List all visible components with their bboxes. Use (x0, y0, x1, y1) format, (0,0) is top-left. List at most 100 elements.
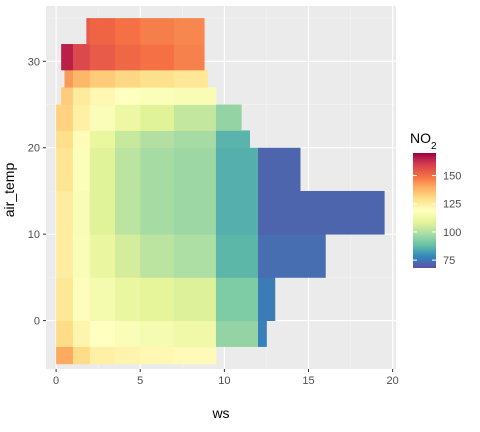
heatmap-cell (140, 320, 175, 347)
heatmap-cell (86, 18, 91, 45)
heatmap-cell (56, 147, 74, 192)
heatmap-cell (114, 320, 141, 347)
heatmap-cell (89, 234, 116, 278)
heatmap-cell (140, 147, 175, 192)
heatmap-cell (173, 130, 217, 149)
heatmap-cell (140, 130, 175, 149)
x-tick-label: 15 (302, 375, 314, 387)
legend-tick-label: 100 (443, 227, 461, 239)
heatmap-cell (72, 147, 91, 192)
heatmap-cell (72, 69, 91, 88)
heatmap-cell (89, 147, 116, 192)
heatmap-cell (173, 18, 205, 45)
heatmap-cell (72, 87, 91, 105)
heatmap-cell (258, 234, 326, 278)
heatmap-cell (114, 87, 141, 105)
heatmap-cell (72, 104, 91, 131)
heatmap-cell (215, 147, 259, 192)
legend-title: NO2 (410, 130, 437, 152)
heatmap-cell (140, 18, 175, 45)
legend-tick-label: 75 (443, 255, 455, 267)
heatmap-cell (114, 18, 141, 45)
heatmap-cell (56, 190, 74, 235)
y-tick-label: 10 (28, 229, 40, 241)
heatmap-cell (140, 69, 175, 88)
heatmap-cell (72, 190, 91, 235)
y-axis: 0 10 20 30 (28, 56, 46, 328)
y-tick-label: 30 (28, 56, 40, 68)
heatmap-cell (56, 234, 74, 278)
heatmap-cell (114, 69, 141, 88)
heatmap-cell (89, 130, 116, 149)
x-axis-title: ws (211, 405, 229, 421)
heatmap-cell (89, 346, 116, 365)
heatmap-cell (140, 277, 175, 321)
y-axis-title: air_temp (1, 163, 17, 218)
heatmap-cell (89, 277, 116, 321)
heatmap-cell (72, 277, 91, 321)
heatmap-cell (114, 130, 141, 149)
heatmap-cell (56, 277, 74, 321)
heatmap-cell (72, 44, 91, 71)
legend-title-main: NO (410, 130, 431, 146)
heatmap-cell (173, 190, 217, 235)
y-tick-label: 0 (34, 316, 40, 328)
heatmap-surface (56, 18, 385, 365)
heatmap-cell (140, 234, 175, 278)
heatmap-cell (173, 277, 217, 321)
heatmap-cell (258, 147, 301, 192)
x-tick-label: 20 (387, 375, 399, 387)
heatmap-cell (173, 320, 217, 347)
legend-tick-label: 125 (443, 199, 461, 211)
heatmap-cell (114, 190, 141, 235)
heatmap-cell (215, 320, 259, 347)
x-axis: 0 5 10 15 20 (53, 369, 399, 387)
x-tick-label: 5 (137, 375, 143, 387)
heatmap-cell (258, 320, 267, 347)
heatmap-cell (173, 69, 208, 88)
heatmap-cell (114, 346, 141, 365)
legend-colorbar (413, 153, 436, 268)
heatmap-cell (89, 104, 116, 131)
heatmap-cell (61, 87, 74, 105)
heatmap-cell (89, 44, 116, 71)
heatmap-cell (140, 104, 175, 131)
heatmap-cell (215, 130, 251, 149)
heatmap-cell (114, 277, 141, 321)
heatmap-cell (173, 234, 217, 278)
heatmap-cell (72, 130, 91, 149)
heatmap-cell (72, 346, 91, 365)
heatmap-cell (114, 44, 141, 71)
heatmap-cell (173, 104, 217, 131)
heatmap-cell (61, 44, 74, 71)
heatmap-cell (173, 147, 217, 192)
legend-tick-label: 150 (443, 171, 461, 183)
heatmap-cell (56, 320, 74, 347)
heatmap-cell (173, 346, 217, 365)
heatmap-cell (140, 87, 175, 105)
heatmap-cell (258, 190, 385, 235)
heatmap-cell (56, 346, 74, 365)
heatmap-cell (72, 234, 91, 278)
heatmap-cell (215, 234, 259, 278)
legend: NO2 75 100 125 150 (410, 130, 461, 268)
heatmap-cell (56, 130, 74, 149)
heatmap-cell (89, 18, 116, 45)
heatmap-cell (56, 104, 74, 131)
heatmap-cell (89, 69, 116, 88)
heatmap-cell (114, 147, 141, 192)
heatmap-cell (140, 346, 175, 365)
heatmap-cell (89, 320, 116, 347)
heatmap-cell (64, 69, 74, 88)
heatmap-cell (140, 190, 175, 235)
heatmap-cell (72, 320, 91, 347)
heatmap-cell (258, 277, 276, 321)
y-tick-label: 20 (28, 143, 40, 155)
heatmap-cell (215, 277, 259, 321)
heatmap-cell (114, 234, 141, 278)
heatmap-cell (215, 104, 242, 131)
legend-title-subscript: 2 (431, 141, 437, 152)
heatmap-cell (173, 87, 217, 105)
legend-ticks: 75 100 125 150 (413, 171, 461, 267)
